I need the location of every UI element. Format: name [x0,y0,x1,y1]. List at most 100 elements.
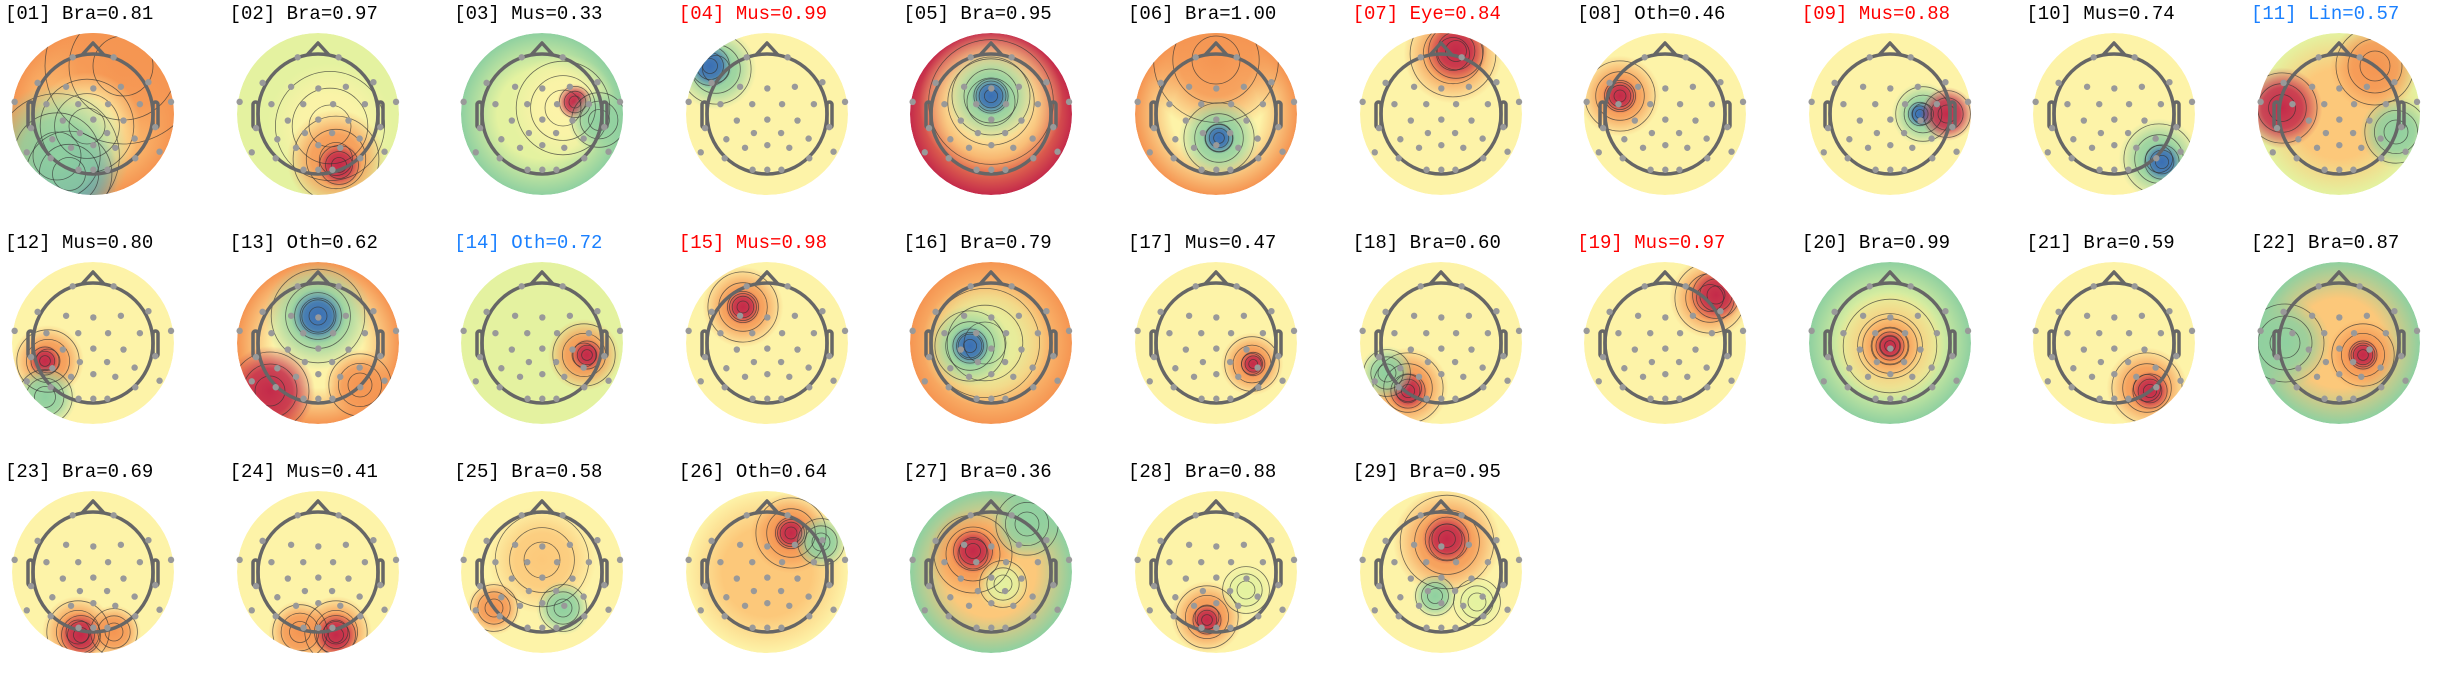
electrode-marker [1492,307,1500,315]
component-20[interactable]: [20] Bra=0.99 [1802,229,2026,457]
component-10[interactable]: [10] Mus=0.74 [2026,0,2250,228]
component-label: Oth [735,461,771,483]
activation-blob [1449,575,1504,629]
electrode-marker [784,512,791,519]
electrode-marker [67,602,75,609]
electrode-marker [539,370,546,378]
component-15[interactable]: [15] Mus=0.98 [679,229,903,457]
component-14[interactable]: [14] Oth=0.72 [454,229,678,457]
electrode-marker [909,98,917,106]
electrode-marker [2096,100,2103,108]
electrode-marker [1018,346,1026,353]
nose-icon [529,270,555,286]
electrode-marker [2125,166,2133,173]
electrode-marker [90,166,97,173]
component-title: [20] Bra=0.99 [1801,232,1951,254]
electrode-marker [1213,116,1220,123]
electrode-marker [1254,593,1261,600]
component-05[interactable]: [05] Bra=0.95 [903,0,1127,228]
electrode-marker [104,166,111,173]
component-26[interactable]: [26] Oth=0.64 [679,458,903,686]
component-11[interactable]: [11] Lin=0.57 [2251,0,2438,228]
component-27[interactable]: [27] Bra=0.36 [903,458,1127,686]
electrode-marker [508,117,516,124]
electrode-marker [2377,135,2384,142]
electrode-marker [2391,307,2398,315]
topomap [1359,33,1522,195]
electrode-marker [539,543,546,550]
component-22[interactable]: [22] Bra=0.87 [2251,229,2438,457]
head-outline [1149,41,1283,176]
electrode-marker [1479,613,1487,620]
electrode-marker [1886,345,1894,352]
component-24[interactable]: [24] Mus=0.41 [230,458,454,686]
electrode-marker [1928,155,1936,162]
component-13[interactable]: [13] Oth=0.62 [230,229,454,457]
contour-line [254,375,285,407]
electrode-marker [524,558,531,566]
electrode-marker [1908,144,1916,151]
electrode-marker [2358,144,2365,151]
electrode-marker [67,373,75,380]
electrode-marker [1235,373,1242,380]
electrode-marker [152,352,159,360]
component-21[interactable]: [21] Bra=0.59 [2026,229,2250,457]
electrode-marker [2308,312,2316,319]
topomap [685,491,849,653]
electrode-marker [103,129,111,137]
electrode-marker [2125,129,2132,137]
electrode-marker [1170,613,1177,620]
topomap [1359,491,1522,653]
component-16[interactable]: [16] Bra=0.79 [903,229,1127,457]
component-01[interactable]: [01] Bra=0.81 [5,0,229,228]
electrode-marker [112,144,119,151]
electrode-marker [1002,587,1009,595]
electrode-marker [47,613,54,620]
electrode-marker [1499,123,1507,131]
component-23[interactable]: [23] Bra=0.69 [5,458,229,686]
component-28[interactable]: [28] Bra=0.88 [1128,458,1352,686]
component-09[interactable]: [09] Mus=0.88 [1802,0,2026,228]
electrode-marker [1043,78,1051,86]
component-18[interactable]: [18] Bra=0.60 [1353,229,1577,457]
component-07[interactable]: [07] Eye=0.84 [1353,0,1577,228]
electrode-marker [392,98,399,106]
electrode-marker [356,613,364,620]
electrode-marker [2356,283,2363,290]
component-02[interactable]: [02] Bra=0.97 [230,0,454,228]
component-29[interactable]: [29] Bra=0.95 [1353,458,1577,686]
electrode-marker [805,155,813,162]
component-title: [09] Mus=0.88 [1801,3,1951,25]
component-17[interactable]: [17] Mus=0.47 [1128,229,1352,457]
electrode-marker [131,135,138,142]
electrode-marker [90,345,97,352]
contour-line [1369,356,1404,390]
electrode-marker [236,98,243,106]
electrode-marker [27,124,35,132]
electrode-marker [785,144,793,151]
component-08[interactable]: [08] Oth=0.46 [1577,0,1801,228]
electrode-marker [2378,155,2385,162]
contour-line [1248,359,1259,369]
contour-line [804,525,838,559]
electrode-marker [328,358,335,366]
electrode-marker [763,543,771,550]
electrode-marker [2189,98,2196,106]
electrode-marker [67,144,75,151]
electrode-marker [748,558,756,566]
electrode-marker [2049,353,2056,361]
electrode-marker [1226,358,1234,366]
electrode-marker [1479,593,1486,600]
component-25[interactable]: [25] Bra=0.58 [454,458,678,686]
component-06[interactable]: [06] Bra=1.00 [1128,0,1352,228]
component-04[interactable]: [04] Mus=0.99 [679,0,903,228]
electrode-marker [975,129,982,137]
component-title: [02] Bra=0.97 [229,3,378,25]
electrode-marker [1381,537,1389,545]
component-03[interactable]: [03] Mus=0.33 [454,0,678,228]
component-19[interactable]: [19] Mus=0.97 [1577,229,1801,457]
electrode-marker [1871,100,1879,108]
component-12[interactable]: [12] Mus=0.80 [5,229,229,457]
electrode-marker [1213,574,1220,581]
electrode-marker [1662,314,1669,321]
